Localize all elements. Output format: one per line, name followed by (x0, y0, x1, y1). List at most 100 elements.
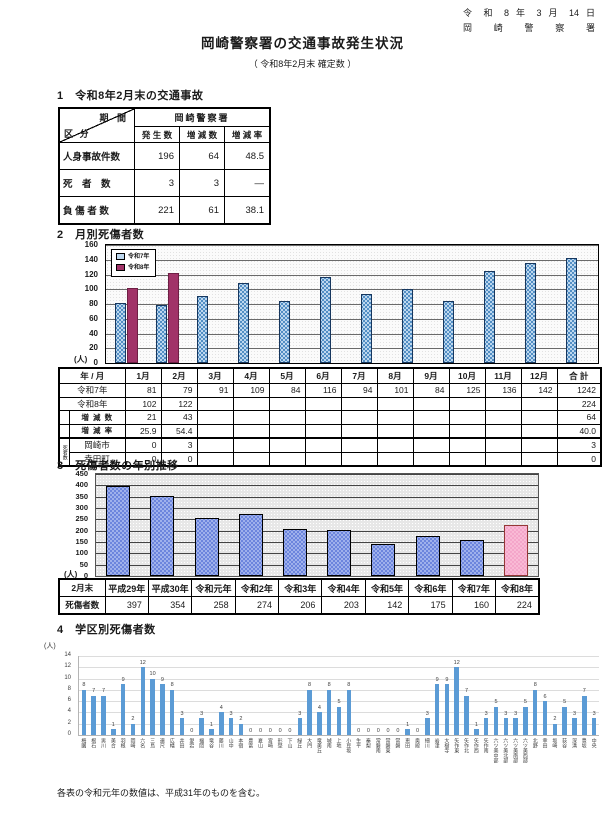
cell-value (484, 451, 522, 467)
bar-本宿 (238, 723, 244, 735)
x-axis-label: 生平 (355, 738, 362, 748)
table-row: 令和7年 81 79 91 109 84 116 94 101 84 125 136 142 1242 (58, 383, 602, 398)
y-axis-tick-label: 100 (75, 548, 88, 558)
bar-value-label: 0 (376, 727, 380, 734)
cell-value (232, 437, 270, 453)
cell-value (340, 437, 378, 453)
cell-value (268, 437, 306, 453)
cell-value: 25.9 (124, 423, 162, 439)
monthly-casualties-table: 年 / 月 1月 2月 3月 4月 5月 6月 7月 8月 9月 10月 11月 12月合 計令和7年 8… (58, 367, 602, 467)
bar-根石 (91, 695, 96, 735)
corner-period-label: 期 間 (99, 113, 129, 123)
col-header-occurrences: 発 生 数 (134, 126, 180, 143)
document-issuer: 岡 崎 警 察 署 (463, 23, 595, 34)
gridline (79, 656, 599, 657)
bar-value-label: 8 (533, 682, 537, 689)
district-casualties-chart: (人) 0 2 4 6 8 10 12 14 8 7 7 1 9 2 12 10 9 8 3 0 3 1 4 3 2 0 0 0 0 0… (44, 641, 604, 793)
gridline (96, 474, 538, 475)
x-axis-label: 梅園 (80, 738, 87, 748)
bar-value-label: 0 (190, 727, 194, 734)
bar-令和3年 (282, 529, 307, 576)
header-cell: 6月 (304, 367, 342, 384)
bar-令和8年-2月 (167, 273, 180, 363)
cell-value: 0 (124, 437, 162, 453)
y-axis-tick-label: 8 (67, 685, 71, 692)
unit-label: (人) (74, 355, 88, 364)
table-row: 幸田町 0 0 0 (59, 451, 602, 467)
bar-恵田 (405, 729, 410, 735)
bar-value-label: 1 (406, 721, 410, 728)
corner-cell: 2月末 (58, 578, 106, 597)
bar-value-label: 3 (514, 710, 518, 717)
x-axis-label: 根石 (90, 738, 97, 748)
y-axis-tick-label: 0 (67, 731, 71, 737)
bar-令和4年 (327, 530, 352, 576)
cell-value (340, 451, 378, 467)
header-cell: 1月 (124, 367, 162, 384)
bar-value-label: 0 (386, 727, 390, 734)
cell-value (268, 410, 306, 425)
cell-value: 274 (234, 596, 280, 615)
year-header: 令和8年 (495, 578, 540, 597)
gridline (96, 553, 538, 555)
y-axis-tick-label: 250 (75, 514, 88, 524)
bar-六ツ美中部 (493, 706, 499, 735)
year-header: 令和4年 (321, 578, 366, 597)
cell-value: 81 (124, 383, 162, 398)
district-chart-yaxis: 0 2 4 6 8 10 12 14 (46, 652, 74, 737)
bar-value-label: 5 (523, 699, 527, 706)
header-cell: 4月 (232, 367, 270, 384)
bar-value-label: 3 (229, 710, 233, 717)
y-axis-tick-label: 300 (75, 503, 88, 512)
bar-value-label: 1 (474, 721, 478, 728)
cell-value: 3 (160, 437, 198, 453)
legend-label: 令和7年 (128, 254, 150, 260)
page-subtitle: （ 令和8年2月末 確定数 ） (248, 59, 357, 69)
bar-value-label: 0 (268, 727, 272, 734)
cell-value (376, 423, 414, 439)
y-axis-tick-label: 4 (67, 708, 71, 715)
bar-value-label: 3 (572, 710, 576, 717)
x-axis-label: 小豆坂 (345, 738, 352, 753)
gridline (106, 318, 598, 320)
bar-value-label: 3 (180, 710, 184, 717)
year-header: 平成30年 (147, 578, 193, 597)
header-cell: 3月 (196, 367, 234, 384)
corner-category-label: 区 分 (64, 129, 91, 139)
y-axis-tick-label: 10 (64, 674, 71, 681)
legend-label: 令和8年 (128, 264, 150, 271)
bar-value-label: 3 (425, 710, 429, 717)
row-total: 3 (556, 437, 602, 453)
cell-value: 142 (520, 383, 558, 398)
bar-value-label: 9 (121, 676, 125, 683)
bar-藤川 (219, 712, 224, 735)
x-axis-label: 坂崎 (551, 738, 558, 748)
bar-竜谷 (209, 729, 214, 735)
row-total: 40.0 (556, 423, 602, 439)
chart-legend: 令和7年 令和8年 (111, 249, 157, 277)
x-axis-label: 岡崎 (129, 738, 136, 748)
year-header: 令和7年 (451, 578, 497, 597)
table-row: 増 減 率 25.9 54.4 40.0 (58, 423, 602, 439)
gridline (96, 530, 538, 532)
x-axis-label: 恵田 (404, 738, 411, 748)
x-axis-label: 福岡 (198, 738, 205, 748)
x-axis-label: 連尺 (158, 738, 165, 748)
bar-value-label: 3 (504, 710, 508, 717)
page-title: 岡崎警察署の交通事故発生状況 (201, 36, 404, 51)
bar-令和7年-5月 (278, 301, 291, 363)
cell-value: 122 (160, 396, 198, 411)
gridline (79, 701, 599, 703)
year-header: 平成29年 (104, 578, 149, 597)
cell-value (376, 396, 414, 411)
cell-value (520, 410, 558, 425)
bar-value-label: 7 (582, 688, 586, 694)
cell-value: 101 (376, 383, 414, 398)
bar-令和7年-10月 (483, 270, 496, 363)
x-axis-label: 奥殿 (413, 738, 420, 748)
x-axis-label: 矢作東 (453, 738, 460, 753)
x-axis-label: 矢作西 (472, 738, 479, 753)
bar-value-label: 4 (317, 704, 321, 711)
cell-value: 94 (340, 383, 378, 398)
gridline (79, 678, 599, 680)
